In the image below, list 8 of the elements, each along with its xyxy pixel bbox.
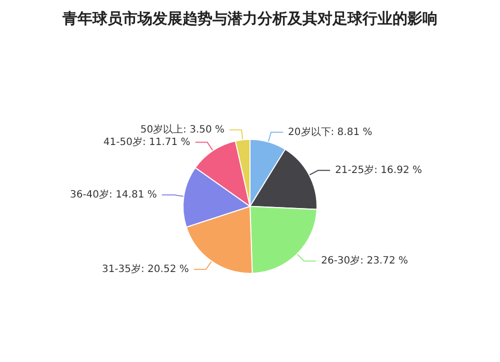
slice-label: 31-35岁: 20.52 % — [102, 262, 189, 275]
slice-label: 36-40岁: 14.81 % — [70, 188, 157, 200]
slice-label: 26-30岁: 23.72 % — [321, 254, 408, 267]
chart-title: 青年球员市场发展趋势与潜力分析及其对足球行业的影响 — [62, 10, 438, 28]
slice-label: 20岁以下: 8.81 % — [288, 126, 372, 138]
slice-label: 21-25岁: 16.92 % — [335, 164, 422, 176]
slice-label: 50岁以上: 3.50 % — [140, 123, 225, 136]
slice-label: 41-50岁: 11.71 % — [103, 136, 190, 148]
